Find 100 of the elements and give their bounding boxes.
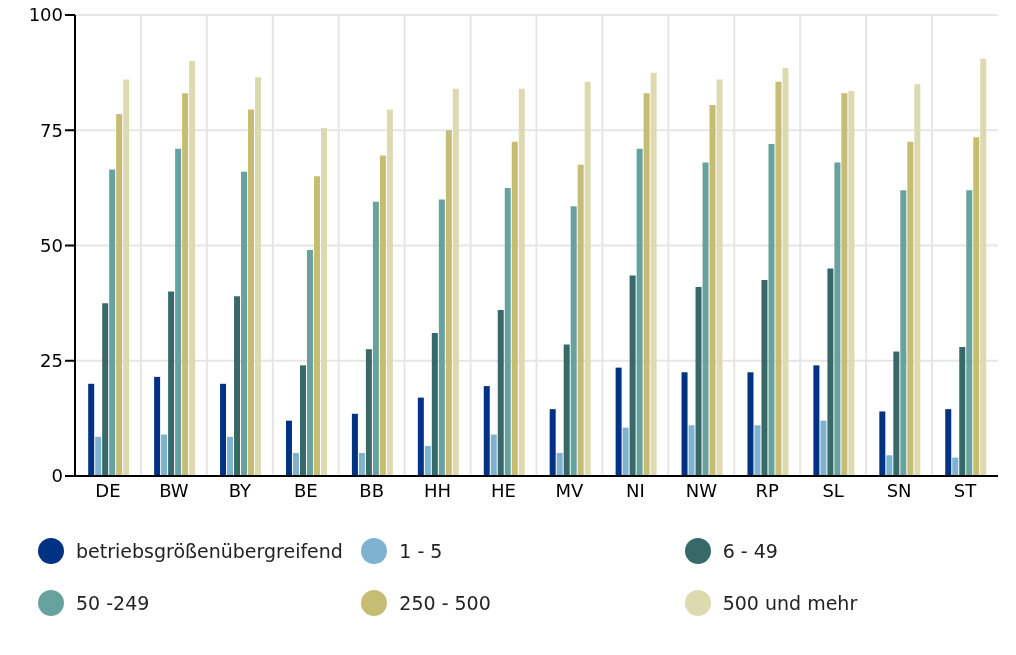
bar [365,349,372,476]
bar [123,79,130,476]
bar [841,93,848,476]
x-tick-label: BW [159,479,189,501]
bar [886,455,893,476]
bar [688,425,695,476]
bar [695,286,702,476]
bar [709,104,716,476]
x-tick-label: BB [359,479,385,501]
legend-label: 6 - 49 [722,540,778,562]
bar [775,81,782,476]
x-tick-label: DE [95,479,121,501]
legend-label: 1 - 5 [399,540,443,562]
bar [650,72,657,476]
bar [161,434,168,476]
bar [306,250,313,476]
bar [445,130,452,476]
bar [615,367,622,476]
y-tick-label: 25 [40,350,63,372]
x-tick-label: SL [822,479,844,501]
bar [907,141,914,476]
bar [848,91,855,476]
y-tick-label: 75 [40,119,63,141]
bar [716,79,723,476]
bar [504,187,511,476]
legend-label: 500 und mehr [722,592,858,614]
bar [452,88,459,476]
bar [636,148,643,476]
bar [681,372,688,476]
bar [372,201,379,476]
bar [570,206,577,476]
bar [227,436,234,476]
x-tick-label: SN [886,479,912,501]
x-tick-label: RP [755,479,780,501]
bar [358,452,365,476]
bar [518,88,525,476]
bar [431,333,438,476]
bar [900,190,907,476]
bar [966,190,973,476]
x-tick-label: BY [228,479,253,501]
bar [182,93,189,476]
bar [761,280,768,476]
bar [220,383,227,476]
bar [109,169,116,476]
bar [834,162,841,476]
bar [549,409,556,476]
bar [629,275,636,476]
bar [95,436,102,476]
legend-label: betriebsgrößenübergreifend [76,540,343,562]
bar [116,114,123,476]
bar [386,109,393,476]
bar [563,344,570,476]
bar [285,420,292,476]
bar [556,452,563,476]
bar [893,351,900,476]
bar [483,386,490,476]
bar [175,148,182,476]
bar [497,310,504,476]
bar [241,171,248,476]
bar [973,137,980,476]
bar [914,84,921,476]
x-tick-label: BE [293,479,318,501]
bar [313,176,320,476]
bar [813,365,820,476]
bar [827,268,834,476]
bar [754,425,761,476]
bar [424,446,431,476]
legend-label: 250 - 500 [399,592,491,614]
bar [945,409,952,476]
bar [702,162,709,476]
bar [234,296,241,476]
bar [879,411,886,476]
bar [102,303,109,476]
bar [255,77,262,476]
bar [299,365,306,476]
x-tick-label: HE [491,479,516,501]
bar [643,93,650,476]
bar [820,420,827,476]
x-tick-label: ST [953,479,978,501]
bar [351,413,358,476]
bar [511,141,518,476]
y-tick-label: 50 [40,234,63,256]
bar [577,164,584,476]
bar [584,81,591,476]
bar [768,144,775,476]
bar [248,109,255,476]
bar [959,346,966,476]
bar [168,291,175,476]
x-tick-label: MV [555,479,585,501]
legend-label: 50 -249 [76,592,150,614]
y-tick-label: 100 [28,4,63,26]
x-tick-label: HH [424,479,452,501]
bar [154,376,161,476]
y-tick-label: 0 [51,465,63,487]
bar [782,68,789,476]
bar [88,383,95,476]
bar [292,452,299,476]
bar [379,155,386,476]
bar [490,434,497,476]
bar [320,127,327,476]
